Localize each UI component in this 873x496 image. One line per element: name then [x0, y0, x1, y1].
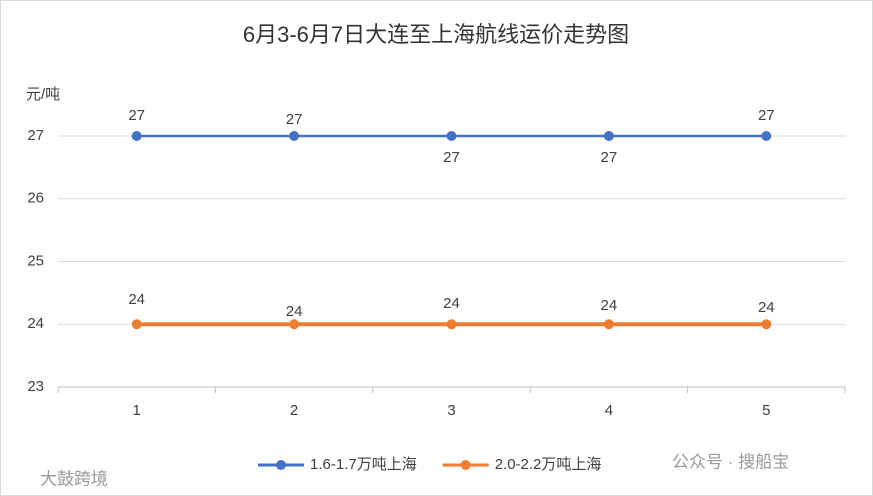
y-tick-label: 27: [27, 127, 44, 144]
y-tick-label: 23: [27, 378, 44, 395]
data-point: [603, 319, 614, 330]
data-label: 24: [128, 291, 145, 308]
legend-label: 1.6-1.7万吨上海: [310, 456, 417, 473]
legend-label: 2.0-2.2万吨上海: [495, 456, 602, 473]
legend-marker: [460, 460, 471, 470]
watermark: 公众号 · 搜船宝: [672, 452, 789, 471]
data-label: 27: [443, 149, 460, 166]
x-tick-label: 3: [447, 402, 455, 419]
data-label: 27: [286, 111, 303, 128]
data-label: 24: [443, 295, 460, 312]
data-label: 24: [286, 303, 303, 320]
data-point: [446, 319, 457, 330]
data-point: [289, 319, 300, 330]
data-point: [289, 131, 300, 141]
data-label: 24: [601, 297, 618, 314]
x-tick-label: 4: [605, 402, 613, 419]
x-tick-label: 1: [133, 402, 141, 419]
y-axis-label: 元/吨: [26, 86, 60, 103]
data-point: [603, 131, 614, 141]
legend-marker: [276, 460, 286, 470]
data-label: 27: [128, 107, 145, 124]
data-label: 24: [758, 299, 775, 316]
x-tick-label: 5: [762, 402, 770, 419]
y-tick-label: 26: [27, 190, 44, 207]
data-point: [131, 131, 142, 141]
data-point: [761, 131, 772, 141]
data-point: [446, 131, 457, 141]
data-point: [761, 319, 772, 330]
data-label: 27: [601, 149, 618, 166]
data-point: [131, 319, 142, 330]
y-tick-label: 24: [27, 315, 44, 332]
chart-title: 6月3-6月7日大连至上海航线运价走势图: [243, 22, 629, 47]
y-tick-label: 25: [27, 252, 44, 269]
watermark: 大鼓跨境: [40, 469, 108, 488]
data-label: 27: [758, 107, 775, 124]
x-tick-label: 2: [290, 402, 298, 419]
